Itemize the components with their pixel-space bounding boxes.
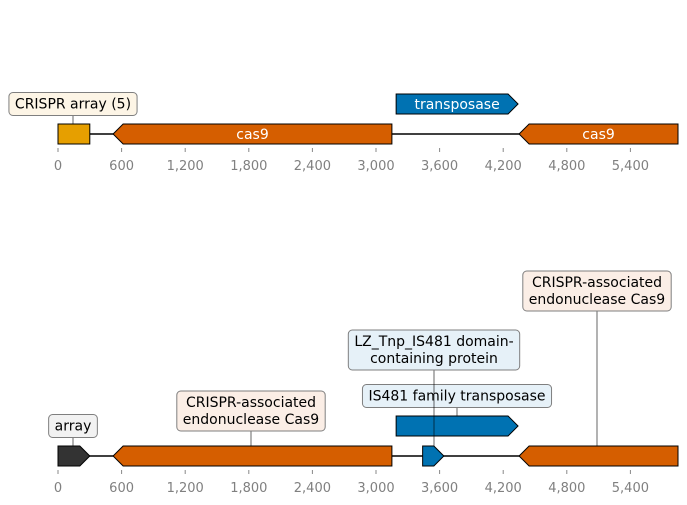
tick-label: 3,600 — [421, 159, 458, 174]
tick-label: 3,000 — [357, 159, 394, 174]
label-box — [176, 390, 326, 432]
gene-feature — [112, 445, 393, 467]
tick-label: 1,200 — [167, 159, 204, 174]
panel-bottom: 0 600 1,200 1,800 2,400 3,000 3,600 4,200 4,800 5… — [48, 270, 679, 496]
gene-label: IS481 family transposase — [368, 389, 545, 405]
gene-feature — [57, 123, 91, 145]
tick-label: 4,200 — [485, 481, 522, 496]
panel-top: 0 600 1,200 1,800 2,400 3,000 3,600 4,200 4,800 5… — [8, 92, 679, 174]
gene-feature — [395, 415, 519, 437]
gene-feature — [57, 445, 91, 467]
tick-label: 5,400 — [612, 159, 649, 174]
tick-label: 0 — [54, 481, 62, 496]
label-box — [48, 414, 98, 438]
tick-label: 3,000 — [357, 481, 394, 496]
gene-label: array — [55, 419, 92, 435]
gene-feature — [518, 445, 679, 467]
tick-label: 1,200 — [167, 481, 204, 496]
label-box — [361, 384, 553, 408]
gene-label: cas9 — [582, 127, 614, 143]
gene-label: LZ_Tnp_IS481 domain-containing protein — [354, 334, 513, 367]
gene-label: transposase — [414, 97, 499, 113]
tick-label: 2,400 — [294, 159, 331, 174]
tick-label: 4,800 — [548, 481, 585, 496]
gene-feature — [395, 93, 519, 115]
tick-label: 4,200 — [485, 159, 522, 174]
gene-label: CRISPR array (5) — [15, 97, 131, 113]
tick-label: 3,600 — [421, 481, 458, 496]
tick-label: 2,400 — [294, 481, 331, 496]
gene-feature — [112, 123, 393, 145]
gene-label: CRISPR-associated endonuclease Cas9 — [529, 275, 665, 308]
label-box — [8, 92, 138, 116]
gene-feature — [518, 123, 679, 145]
tick-label: 1,800 — [230, 159, 267, 174]
tick-label: 1,800 — [230, 481, 267, 496]
gene-label: cas9 — [236, 127, 268, 143]
gene-label: CRISPR-associated endonuclease Cas9 — [183, 395, 319, 428]
tick-label: 5,400 — [612, 481, 649, 496]
tick-label: 0 — [54, 159, 62, 174]
tick-label: 600 — [109, 159, 134, 174]
label-box — [522, 270, 672, 312]
label-box — [347, 329, 521, 371]
tick-label: 4,800 — [548, 159, 585, 174]
tick-label: 600 — [109, 481, 134, 496]
gene-feature — [422, 445, 445, 467]
